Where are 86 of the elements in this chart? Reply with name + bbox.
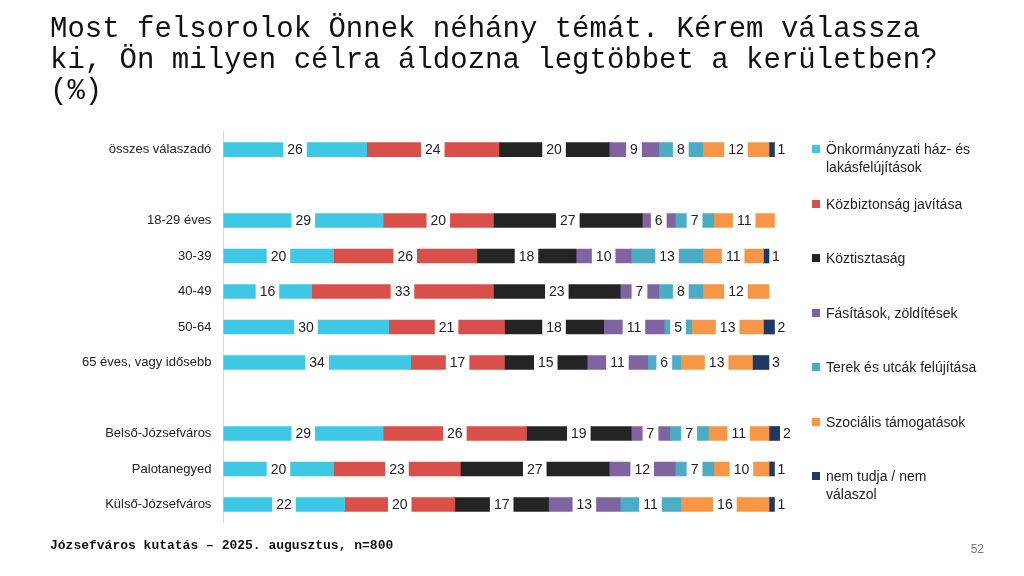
legend-label: Köztisztaság [826,249,906,267]
data-label: 7 [690,212,699,229]
y-tick-label: Külső-Józsefváros [105,496,212,512]
data-label: 17 [449,354,466,371]
data-label: 7 [646,425,655,442]
data-label: 11 [610,354,625,371]
data-label: 13 [719,318,736,335]
text: 52 [970,542,984,556]
data-label: 24 [425,141,441,158]
data-label: 3 [771,354,780,371]
data-label: 20 [546,141,563,158]
data-label: 2 [777,318,786,335]
bar [768,142,775,157]
data-label: 1 [771,247,780,264]
legend-label: nem tudja / nem válaszol [826,467,928,503]
data-label: 8 [676,141,685,158]
data-label: 30 [298,318,315,335]
legend-label: Közbiztonság javítása [826,194,963,213]
data-label: 26 [447,425,463,442]
bar [768,426,780,441]
data-label: 16 [259,283,276,300]
data-label: 11 [736,212,752,229]
data-label: 11 [643,496,658,513]
y-tick-label: 40-49 [178,283,212,299]
data-label: 7 [635,283,644,300]
data-label: 13 [576,496,593,513]
data-label: 13 [708,354,725,371]
legend-label: Fásítások, zöldítések [826,303,958,322]
bar [763,319,775,335]
y-tick-label: Palotanegyed [131,460,212,476]
data-label: 20 [391,496,408,513]
data-label: 20 [270,247,287,264]
data-label: 17 [493,496,510,513]
data-label: 20 [430,212,447,229]
legend-label: Szociális támogatások [826,412,966,431]
data-label: 27 [526,460,543,477]
data-label: 1 [777,460,786,477]
data-label: 26 [397,247,414,264]
data-label: 15 [537,354,554,371]
data-label: 29 [295,425,312,442]
data-label: 16 [717,496,733,513]
text: Józsefváros kutatás – 2025. augusztus, n=800 [50,538,394,553]
y-tick-label: Belső-Józsefváros [105,425,212,441]
bar [768,461,775,477]
data-label: 8 [676,283,685,300]
data-label: 6 [660,354,669,371]
data-label: 12 [728,141,744,158]
data-label: 34 [309,354,326,371]
data-label: 22 [276,496,292,513]
y-tick-label: 50-64 [178,318,212,334]
data-label: 11 [731,425,747,442]
data-label: 7 [685,425,694,442]
data-label: 10 [733,460,750,477]
data-label: 18 [546,318,563,335]
y-tick-label: 18-29 éves [147,212,212,228]
data-label: 12 [728,283,744,300]
data-label: 33 [394,283,411,300]
data-label: 20 [270,460,287,477]
legend-label: Önkormányzati ház- és lakásfelújítások [826,140,971,176]
data-label: 21 [438,318,455,335]
data-label: 12 [634,460,651,477]
data-label: 18 [518,247,535,264]
legend-label: Terek és utcák felújítása [826,358,977,376]
bar [768,497,775,512]
bar [752,355,770,370]
data-label: 1 [777,496,786,513]
data-label: 10 [595,247,612,264]
data-label: 9 [630,141,639,158]
data-label: 23 [549,283,565,300]
data-label: 29 [295,212,312,229]
data-label: 23 [389,460,405,477]
data-label: 27 [560,212,576,229]
data-label: 11 [626,318,642,335]
data-label: 6 [654,212,663,229]
y-tick-label: 65 éves, vagy idősebb [81,354,212,370]
y-tick-label: 30-39 [178,247,212,263]
data-label: 2 [783,425,791,442]
data-label: 19 [571,425,587,442]
chart-title: Most felsorolok Önnek néhány témát. Kérem válassza ki, Ön milyen célra áldozna legtöbbet a kerületben? (%) [50,13,939,108]
y-tick-label: összes válaszadó [108,141,212,157]
data-label: 13 [659,247,676,264]
data-label: 1 [777,141,786,158]
data-label: 26 [287,141,304,158]
data-label: 11 [725,247,741,264]
data-label: 5 [674,318,683,335]
data-label: 7 [690,460,699,477]
